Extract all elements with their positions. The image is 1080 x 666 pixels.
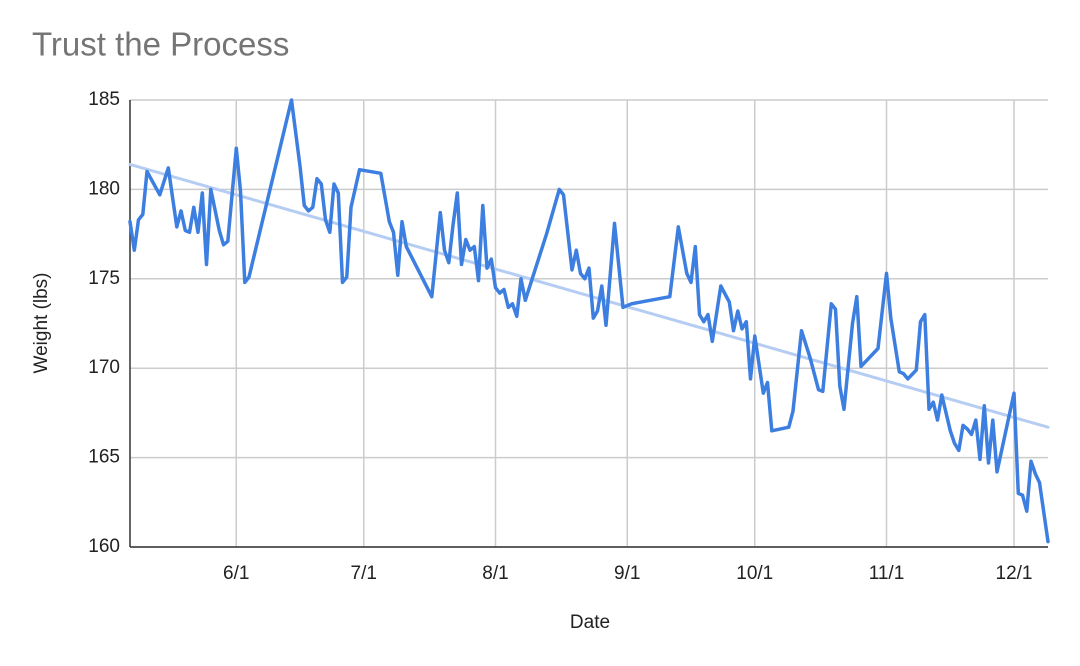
y-tick-label: 180 <box>88 178 120 199</box>
x-tick-label: 11/1 <box>869 563 905 584</box>
x-tick-label: 7/1 <box>351 563 377 584</box>
x-tick-label: 12/1 <box>996 563 1033 584</box>
x-tick-label: 8/1 <box>482 563 508 584</box>
x-tick-label: 10/1 <box>736 563 773 584</box>
y-axis-label: Weight (lbs) <box>31 272 52 373</box>
y-tick-label: 170 <box>88 357 120 378</box>
trend-line <box>128 162 1050 429</box>
weight-line <box>128 98 1050 544</box>
y-tick-label: 175 <box>88 268 120 289</box>
chart-title: Trust the Process <box>32 26 289 63</box>
x-tick-label: 9/1 <box>614 563 640 584</box>
x-tick-label: 6/1 <box>223 563 249 584</box>
x-axis-label: Date <box>570 612 610 633</box>
y-tick-label: 160 <box>88 536 120 557</box>
y-tick-label: 185 <box>88 89 120 110</box>
y-tick-label: 165 <box>88 447 120 468</box>
